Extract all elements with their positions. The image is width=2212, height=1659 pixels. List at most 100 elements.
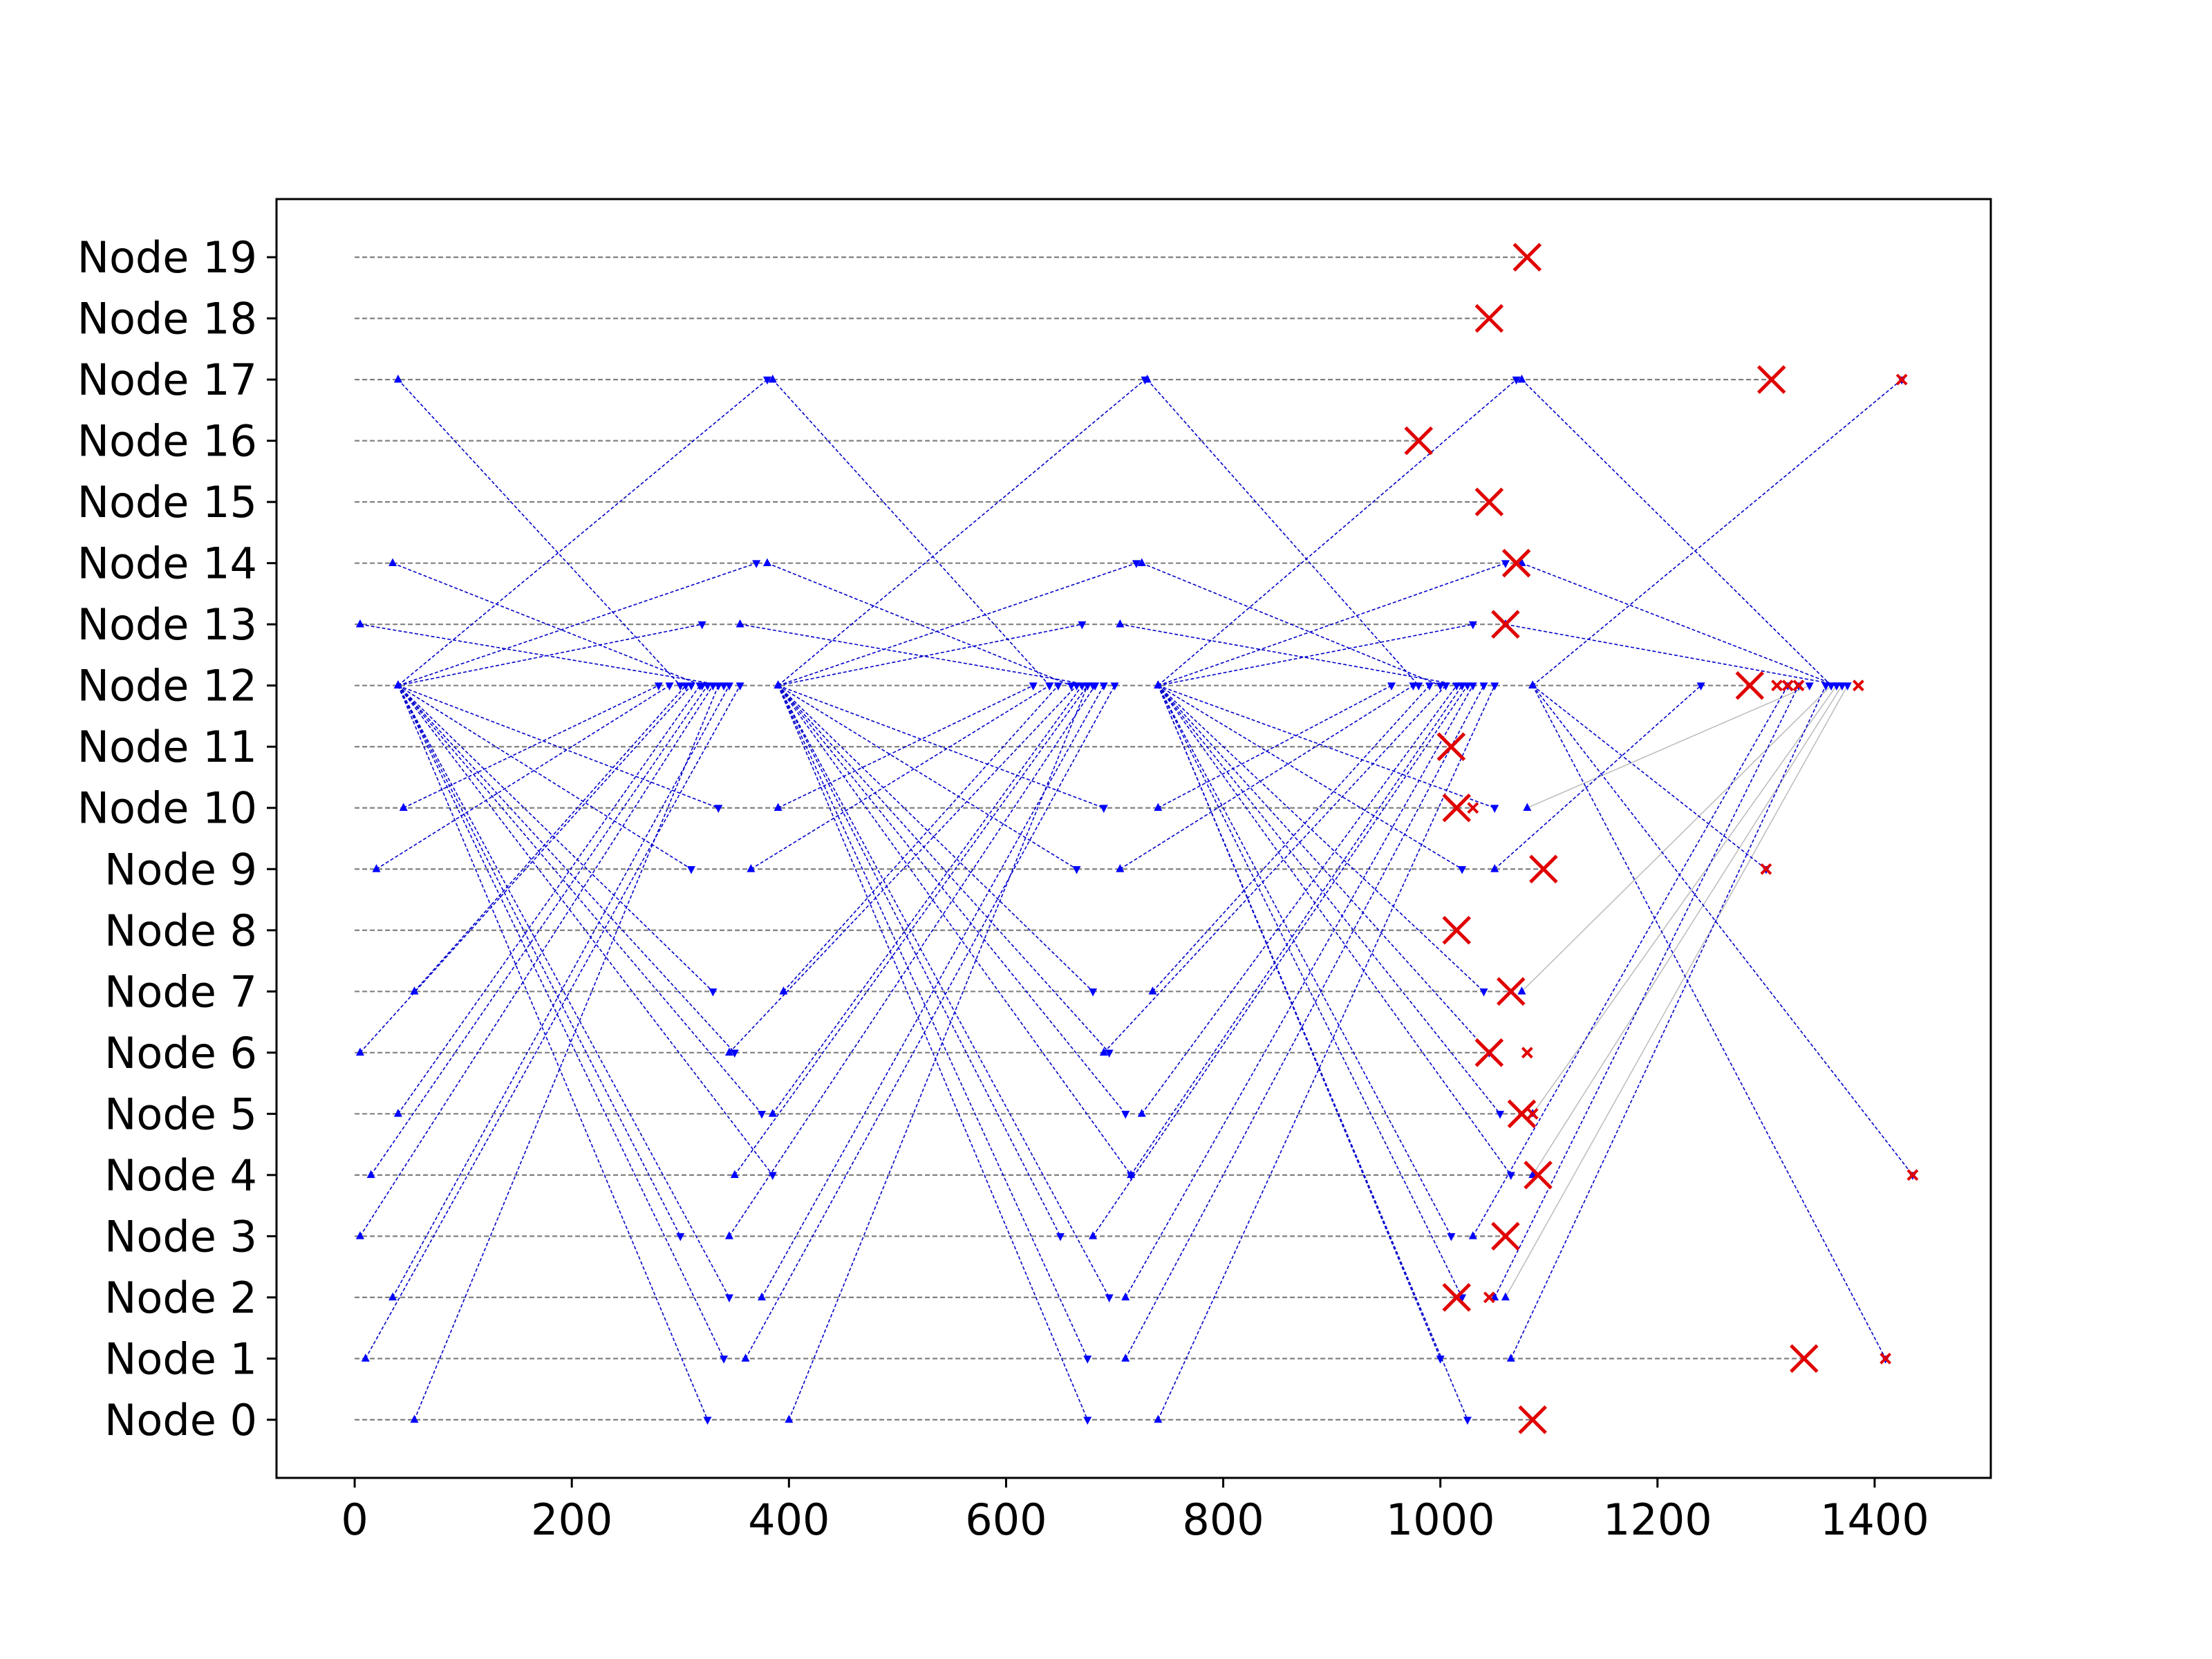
message-line — [392, 562, 702, 686]
receive-marker — [703, 682, 712, 691]
receive-marker — [1490, 682, 1499, 691]
receive-marker — [1425, 682, 1434, 691]
receive-marker — [1045, 682, 1054, 691]
message-line — [1125, 685, 1474, 1298]
receive-marker — [714, 805, 723, 813]
message-line — [397, 685, 701, 1114]
send-marker — [1517, 374, 1526, 383]
message-line — [772, 685, 1083, 1114]
message-line — [778, 379, 1146, 686]
x-tick-label: 800 — [1182, 1494, 1264, 1545]
y-tick-label: Node 19 — [77, 232, 257, 283]
message-line — [359, 685, 714, 1237]
receive-marker — [1506, 1172, 1515, 1181]
message-line — [744, 685, 1116, 1359]
receive-marker — [1447, 1233, 1456, 1241]
late-message-line — [1532, 685, 1843, 1176]
plot-area — [355, 243, 1919, 1434]
y-tick-label: Node 16 — [77, 416, 257, 467]
receive-marker — [1121, 1111, 1130, 1119]
send-marker — [735, 619, 744, 628]
message-line — [1158, 684, 1495, 809]
send-marker — [741, 1353, 750, 1362]
x-axis: 0 200 400 600 800 1000 1200 1400 — [341, 1478, 1929, 1545]
receive-marker — [1132, 560, 1141, 568]
send-marker — [1121, 1292, 1130, 1301]
receive-marker — [676, 682, 685, 691]
send-marker — [758, 1292, 767, 1301]
send-marker — [1528, 680, 1537, 689]
receive-marker — [1436, 682, 1445, 691]
message-line — [403, 684, 659, 809]
send-marker — [361, 1353, 370, 1362]
x-tick-label: 1400 — [1820, 1494, 1929, 1545]
receive-marker — [1479, 682, 1488, 691]
send-marker — [1517, 986, 1526, 995]
y-tick-label: Node 0 — [104, 1395, 257, 1445]
message-line — [1521, 562, 1837, 686]
receive-marker — [1512, 376, 1521, 385]
y-tick-label: Node 14 — [77, 538, 257, 589]
receive-marker — [1067, 682, 1076, 691]
message-line — [1494, 685, 1702, 870]
receive-marker — [1083, 1356, 1092, 1364]
receive-marker — [1832, 682, 1841, 691]
failure-marker — [1474, 303, 1504, 333]
failure-marker — [1756, 365, 1786, 394]
send-marker — [1143, 374, 1152, 383]
failure-marker — [1518, 1405, 1547, 1434]
send-marker — [1154, 1414, 1163, 1423]
send-marker — [724, 1047, 733, 1056]
failure-marker — [1507, 1099, 1537, 1129]
message-line — [392, 685, 730, 1298]
late-message-line — [1521, 685, 1832, 992]
send-marker — [1137, 1109, 1146, 1117]
failure-marker — [1491, 610, 1520, 639]
receive-marker — [714, 682, 723, 691]
message-line — [1157, 379, 1517, 686]
receive-marker — [1409, 682, 1418, 691]
y-tick-label: Node 10 — [77, 783, 257, 834]
message-line — [761, 685, 1105, 1298]
late-message-line — [1505, 685, 1848, 1298]
dropped-marker — [1880, 1352, 1892, 1365]
message-line — [729, 685, 1078, 1053]
dropped-marker — [1781, 679, 1794, 692]
send-marker — [768, 374, 777, 383]
message-line — [359, 624, 724, 686]
message-line — [777, 685, 1088, 1359]
receive-marker — [1479, 988, 1488, 997]
send-marker — [388, 1292, 397, 1301]
receive-marker — [1414, 682, 1423, 691]
y-tick-label: Node 8 — [104, 906, 257, 956]
receive-marker — [676, 1233, 685, 1241]
message-line — [782, 685, 1059, 992]
y-tick-label: Node 6 — [104, 1028, 257, 1078]
receive-marker — [762, 376, 771, 385]
message-line — [1157, 685, 1495, 1421]
receive-marker — [1078, 682, 1087, 691]
receive-marker — [1458, 682, 1467, 691]
message-line — [1141, 685, 1457, 1114]
message-line — [397, 624, 702, 686]
failure-marker — [1404, 426, 1434, 456]
message-line — [1532, 685, 1886, 1359]
receive-marker — [1083, 682, 1092, 691]
message-line — [397, 379, 768, 686]
send-marker — [1099, 1047, 1108, 1056]
message-line — [778, 685, 1094, 992]
send-marker — [1468, 1231, 1477, 1239]
receive-marker — [1105, 1294, 1114, 1303]
dropped-marker — [1483, 1291, 1495, 1304]
send-marker — [1148, 986, 1157, 995]
message-line — [778, 624, 1082, 686]
message-line — [1147, 379, 1419, 686]
failure-marker — [1474, 487, 1504, 516]
receive-marker — [695, 682, 704, 691]
message-line — [397, 685, 709, 1421]
receive-marker — [665, 682, 674, 691]
send-marker — [372, 864, 381, 872]
receive-marker — [1105, 1049, 1114, 1058]
y-tick-label: Node 12 — [77, 661, 257, 711]
